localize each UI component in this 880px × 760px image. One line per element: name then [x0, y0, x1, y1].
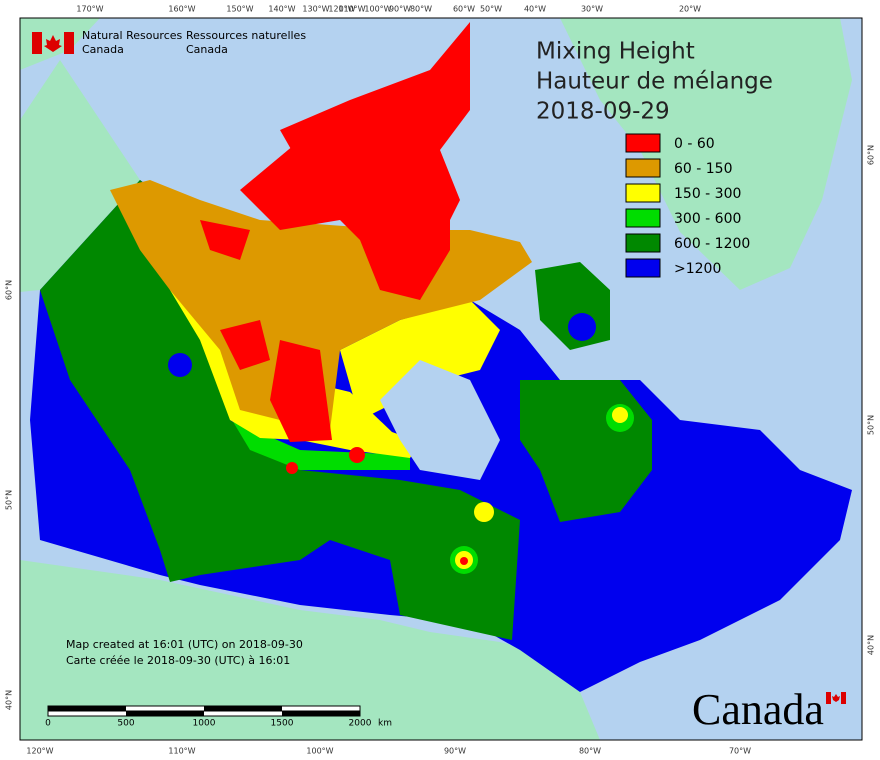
scale-label: 1000 [193, 719, 216, 729]
longitude-label: 80°W [579, 747, 601, 756]
longitude-label: 100°W [364, 5, 391, 14]
longitude-label: 30°W [581, 5, 603, 14]
legend-label: 0 - 60 [674, 136, 715, 152]
longitude-label: 90°W [389, 5, 411, 14]
map-shapes [20, 18, 852, 740]
credit: Map created at 16:01 (UTC) on 2018-09-30 [66, 638, 303, 651]
wordmark: Canada [692, 685, 824, 734]
header-en: Canada [82, 43, 124, 56]
latitude-label: 40°N [5, 690, 14, 710]
longitude-label: 70°W [729, 747, 751, 756]
longitude-label: 20°W [679, 5, 701, 14]
scale-label: 500 [117, 719, 134, 729]
latitude-label: 50°N [867, 415, 876, 435]
legend-swatch [625, 258, 661, 278]
scale-label: 1500 [271, 719, 294, 729]
header-fr: Ressources naturelles [186, 29, 306, 42]
latitude-label: 50°N [5, 490, 14, 510]
longitude-label: 150°W [226, 5, 253, 14]
legend-swatch [625, 233, 661, 253]
flag [826, 692, 846, 704]
longitude-label: 50°W [480, 5, 502, 14]
scale-label: 0 [45, 719, 51, 729]
longitude-label: 80°W [410, 5, 432, 14]
legend-label: 150 - 300 [674, 186, 741, 202]
map-frame [19, 17, 863, 741]
title-date: 2018-09-29 [536, 99, 670, 125]
legend-swatch [625, 183, 661, 203]
longitude-label: 130°W [302, 5, 329, 14]
longitude-label: 110°W [168, 747, 195, 756]
longitude-label: 120°W [328, 5, 355, 14]
legend-label: >1200 [674, 261, 721, 277]
legend-swatch [625, 208, 661, 228]
credit: Carte créée le 2018-09-30 (UTC) à 16:01 [66, 654, 290, 667]
latitude-label: 60°N [867, 145, 876, 165]
header-en: Natural Resources [82, 29, 183, 42]
title: Hauteur de mélange [536, 69, 773, 95]
scale-label: 2000 [349, 719, 372, 729]
longitude-label: 110°W [338, 5, 365, 14]
longitude-label: 160°W [168, 5, 195, 14]
legend-label: 60 - 150 [674, 161, 733, 177]
header-fr: Canada [186, 43, 228, 56]
longitude-label: 60°W [453, 5, 475, 14]
title: Mixing Height [536, 39, 695, 65]
longitude-label: 40°W [524, 5, 546, 14]
scale-bar [47, 705, 361, 717]
longitude-label: 170°W [76, 5, 103, 14]
longitude-label: 100°W [306, 747, 333, 756]
legend-swatch [625, 133, 661, 153]
legend-label: 600 - 1200 [674, 236, 750, 252]
longitude-label: 120°W [26, 747, 53, 756]
nrcan-logo [32, 32, 74, 54]
legend-label: 300 - 600 [674, 211, 741, 227]
scale-unit: km [378, 719, 392, 729]
legend-swatch [625, 158, 661, 178]
latitude-label: 40°N [867, 635, 876, 655]
longitude-label: 140°W [268, 5, 295, 14]
longitude-label: 90°W [444, 747, 466, 756]
latitude-label: 60°N [5, 280, 14, 300]
